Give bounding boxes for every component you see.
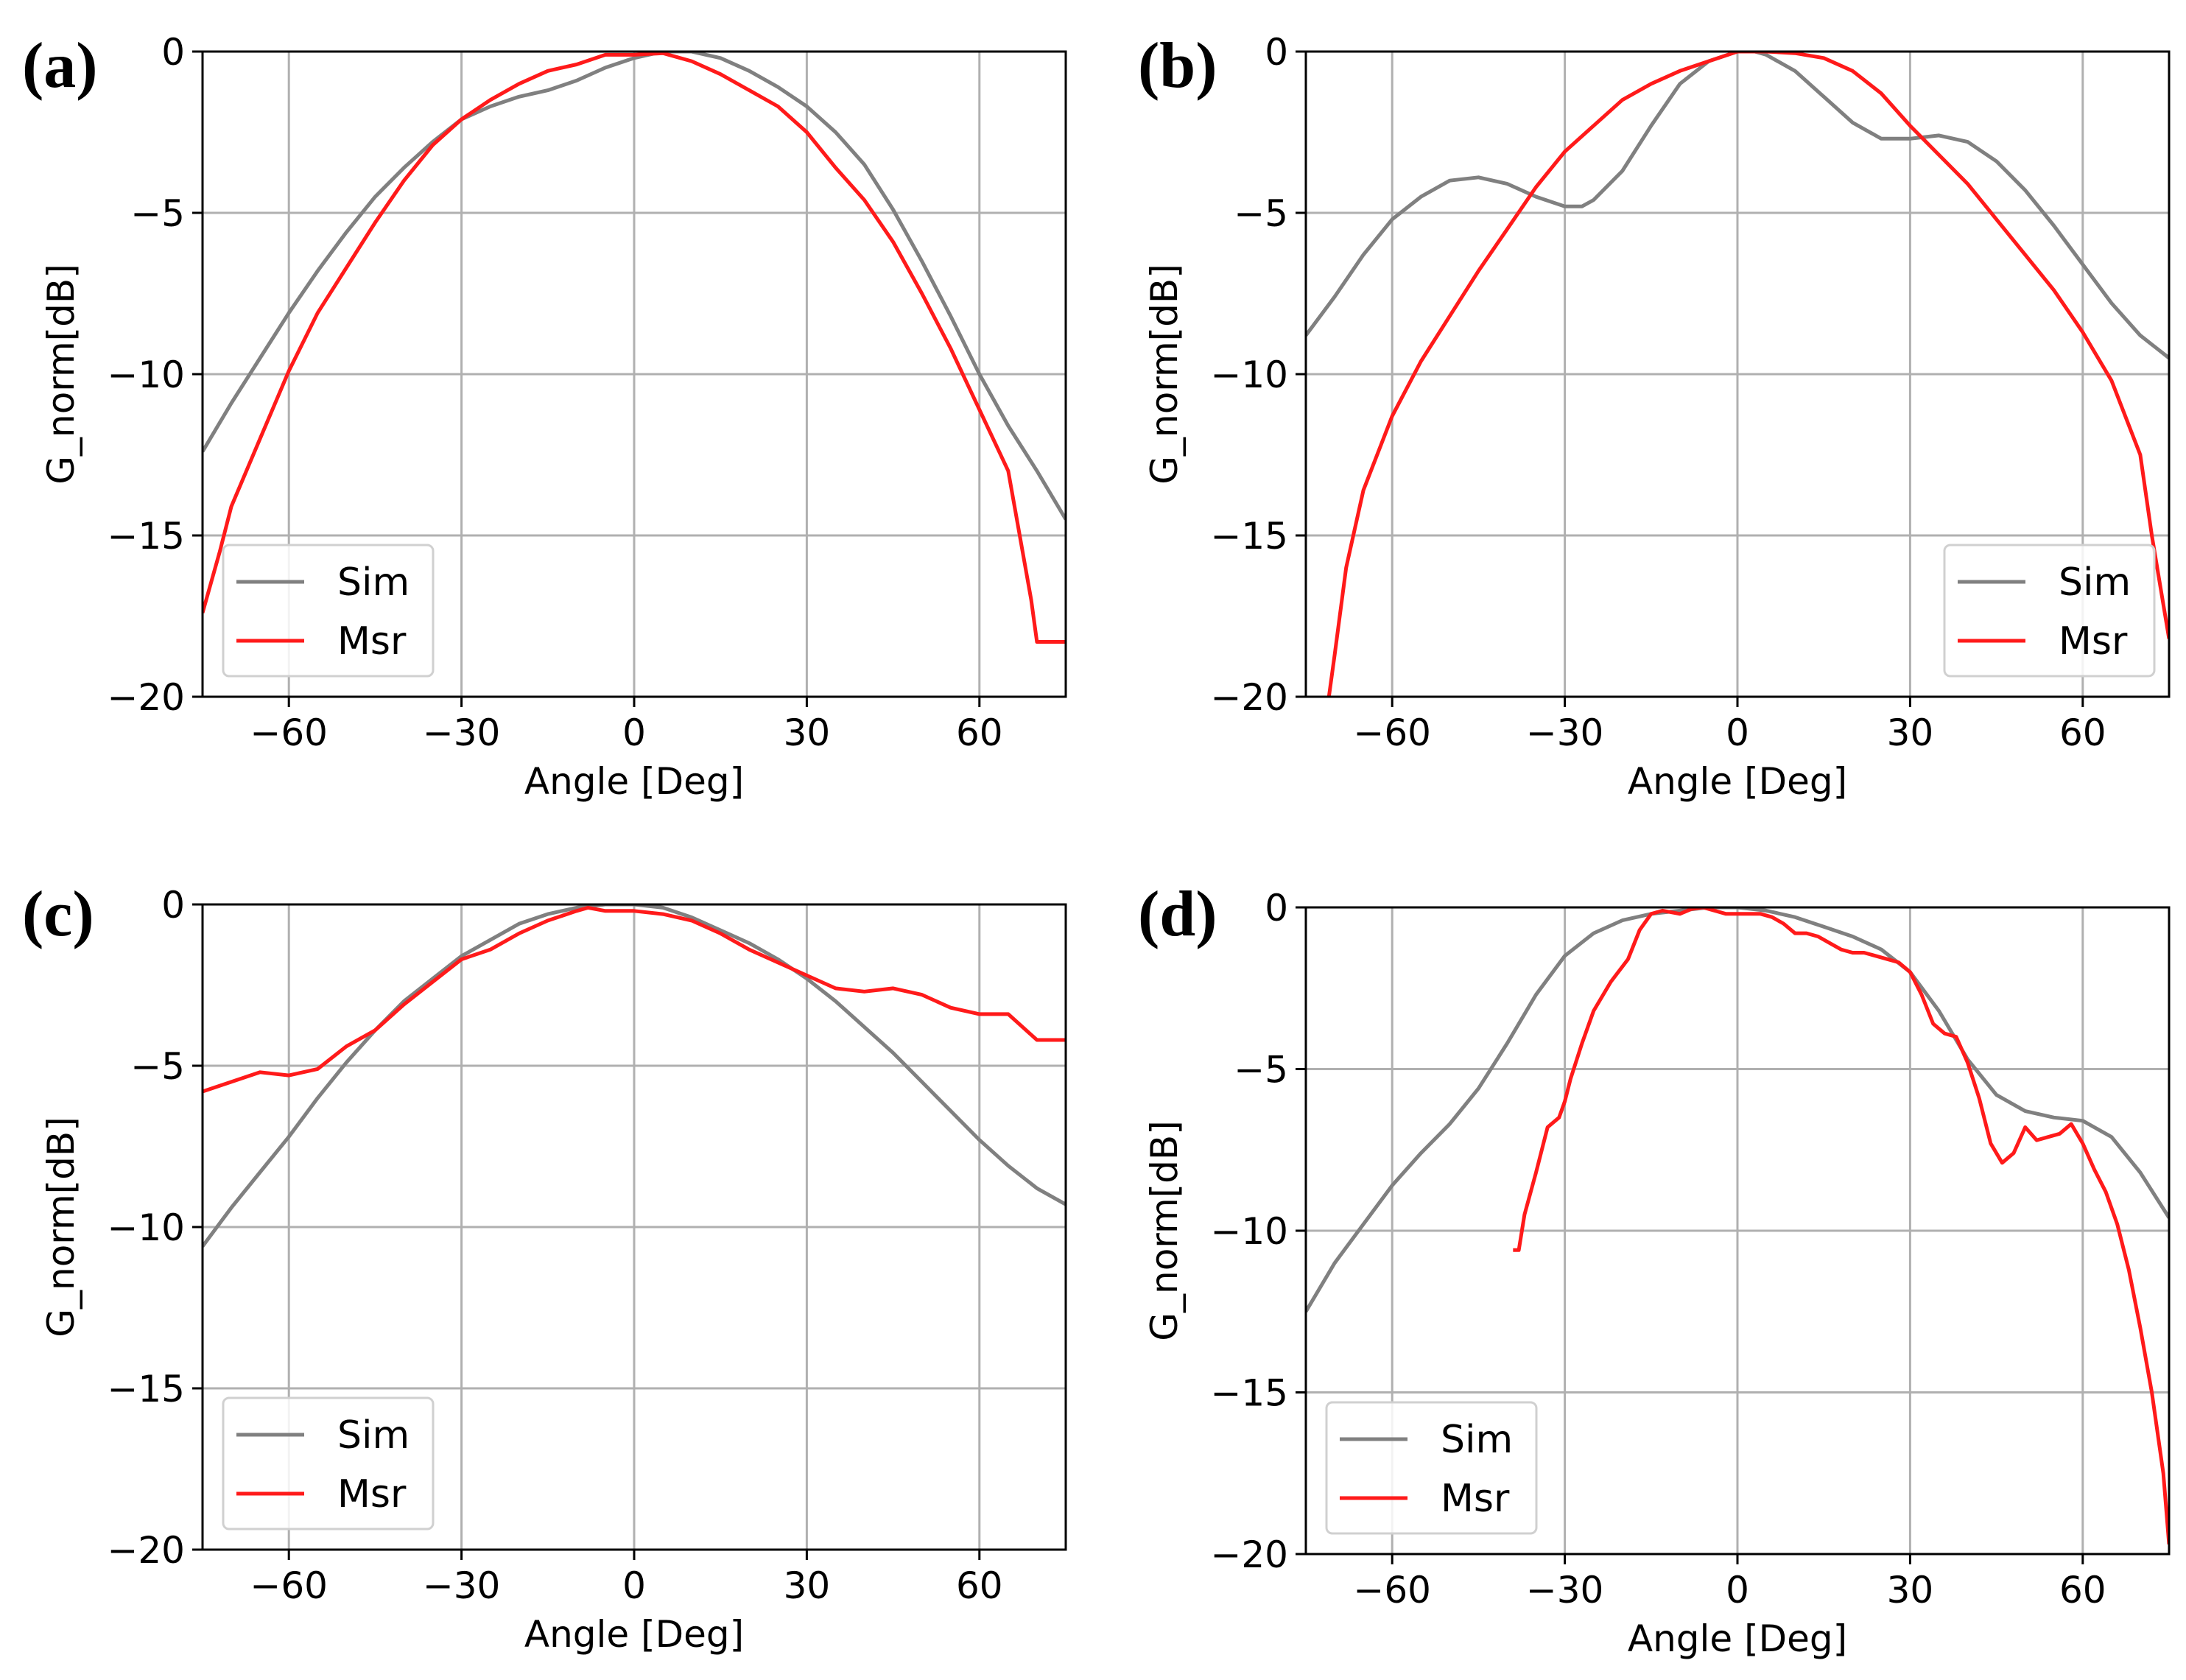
- legend-box: [1943, 544, 2156, 678]
- legend-label: Msr: [337, 1472, 407, 1516]
- series-line-sim: [203, 52, 1066, 521]
- panel-label: (b): [1138, 30, 1217, 102]
- x-tick-label: 60: [956, 711, 1003, 754]
- x-tick-label: −60: [1353, 1569, 1431, 1612]
- x-tick-label: 30: [784, 1564, 831, 1607]
- y-tick-label: −10: [107, 1206, 185, 1249]
- legend-label: Sim: [337, 1413, 410, 1458]
- legend-label: Sim: [337, 560, 410, 605]
- legend-box: [1325, 1401, 1538, 1535]
- x-tick-label: 30: [1887, 1569, 1934, 1612]
- y-axis-label: G_norm[dB]: [1143, 264, 1186, 484]
- series-line-msr: [1326, 52, 2169, 697]
- y-axis-label: G_norm[dB]: [40, 264, 82, 484]
- x-tick-label: 0: [1726, 711, 1749, 754]
- legend-box: [222, 1396, 435, 1530]
- legend-label: Msr: [337, 619, 407, 664]
- series-group: [1306, 907, 2169, 1545]
- x-tick-label: 60: [2059, 711, 2106, 754]
- x-tick-label: 30: [1887, 711, 1934, 754]
- legend: Sim Msr: [1325, 1401, 1538, 1535]
- y-axis-label: G_norm[dB]: [40, 1117, 82, 1337]
- x-tick-label: −30: [1526, 711, 1604, 754]
- legend-label: Msr: [1441, 1477, 1510, 1521]
- y-tick-label: −20: [107, 1529, 185, 1572]
- x-tick-label: −30: [1526, 1569, 1604, 1612]
- y-tick-label: −5: [1234, 192, 1288, 235]
- y-tick-label: −15: [107, 515, 185, 558]
- y-tick-label: −15: [1210, 515, 1288, 558]
- x-tick-label: 0: [622, 1564, 646, 1607]
- y-tick-label: 0: [161, 884, 185, 927]
- y-tick-label: −20: [107, 676, 185, 719]
- x-tick-label: 30: [784, 711, 831, 754]
- panel-b: −60 −30 0 30 60 0 −5 −10 −15 −20 Angle [Deg] G_norm…: [1138, 30, 2171, 803]
- y-tick-label: −20: [1210, 676, 1288, 719]
- x-axis-label: Angle [Deg]: [524, 760, 744, 803]
- panel-label: (d): [1138, 879, 1217, 950]
- y-tick-label: −10: [1210, 354, 1288, 396]
- y-tick-label: 0: [1265, 31, 1288, 74]
- y-tick-label: −15: [107, 1368, 185, 1410]
- x-axis-label: Angle [Deg]: [1628, 1617, 1847, 1660]
- series-line-sim: [203, 904, 1066, 1248]
- y-tick-label: −15: [1210, 1372, 1288, 1415]
- series-line-msr: [203, 52, 1066, 644]
- y-tick-label: −20: [1210, 1533, 1288, 1576]
- panel-label: (c): [22, 879, 94, 950]
- legend-label: Sim: [2059, 560, 2131, 605]
- x-tick-label: 60: [2059, 1569, 2106, 1612]
- x-tick-label: −30: [423, 1564, 501, 1607]
- y-tick-label: −5: [130, 1045, 185, 1088]
- x-tick-label: −60: [250, 711, 328, 754]
- panel-a: −60 −30 0 30 60 0 −5 −10 −15 −20 Angle [Deg] G_norm…: [22, 30, 1067, 803]
- x-axis-label: Angle [Deg]: [524, 1613, 744, 1656]
- series-line-msr: [1513, 907, 2169, 1545]
- y-tick-label: −5: [130, 192, 185, 235]
- legend: Sim Msr: [222, 1396, 435, 1530]
- y-tick-label: 0: [1265, 887, 1288, 929]
- panel-d: −60 −30 0 30 60 0 −5 −10 −15 −20 Angle [Deg] G_norm…: [1138, 879, 2171, 1660]
- y-tick-label: −5: [1234, 1049, 1288, 1092]
- legend-box: [222, 544, 435, 678]
- series-line-sim: [1306, 52, 2169, 360]
- panel-c: −60 −30 0 30 60 0 −5 −10 −15 −20 Angle [Deg] G_norm…: [22, 879, 1067, 1656]
- x-tick-label: −60: [1353, 711, 1431, 754]
- x-tick-label: −60: [250, 1564, 328, 1607]
- series-group: [203, 904, 1066, 1248]
- series-line-sim: [1306, 907, 2169, 1313]
- legend-label: Msr: [2059, 619, 2128, 664]
- legend-label: Sim: [1441, 1418, 1513, 1462]
- x-tick-label: 0: [1726, 1569, 1749, 1612]
- y-axis-label: G_norm[dB]: [1143, 1120, 1186, 1340]
- legend: Sim Msr: [1943, 544, 2156, 678]
- series-group: [1306, 52, 2169, 697]
- y-tick-label: −10: [1210, 1210, 1288, 1253]
- y-tick-label: −10: [107, 354, 185, 396]
- series-group: [203, 52, 1066, 644]
- x-tick-label: 0: [622, 711, 646, 754]
- x-axis-label: Angle [Deg]: [1628, 760, 1847, 803]
- panel-label: (a): [22, 30, 98, 102]
- series-line-msr: [203, 905, 1066, 1094]
- x-tick-label: −30: [423, 711, 501, 754]
- x-tick-label: 60: [956, 1564, 1003, 1607]
- legend: Sim Msr: [222, 544, 435, 678]
- y-tick-label: 0: [161, 31, 185, 74]
